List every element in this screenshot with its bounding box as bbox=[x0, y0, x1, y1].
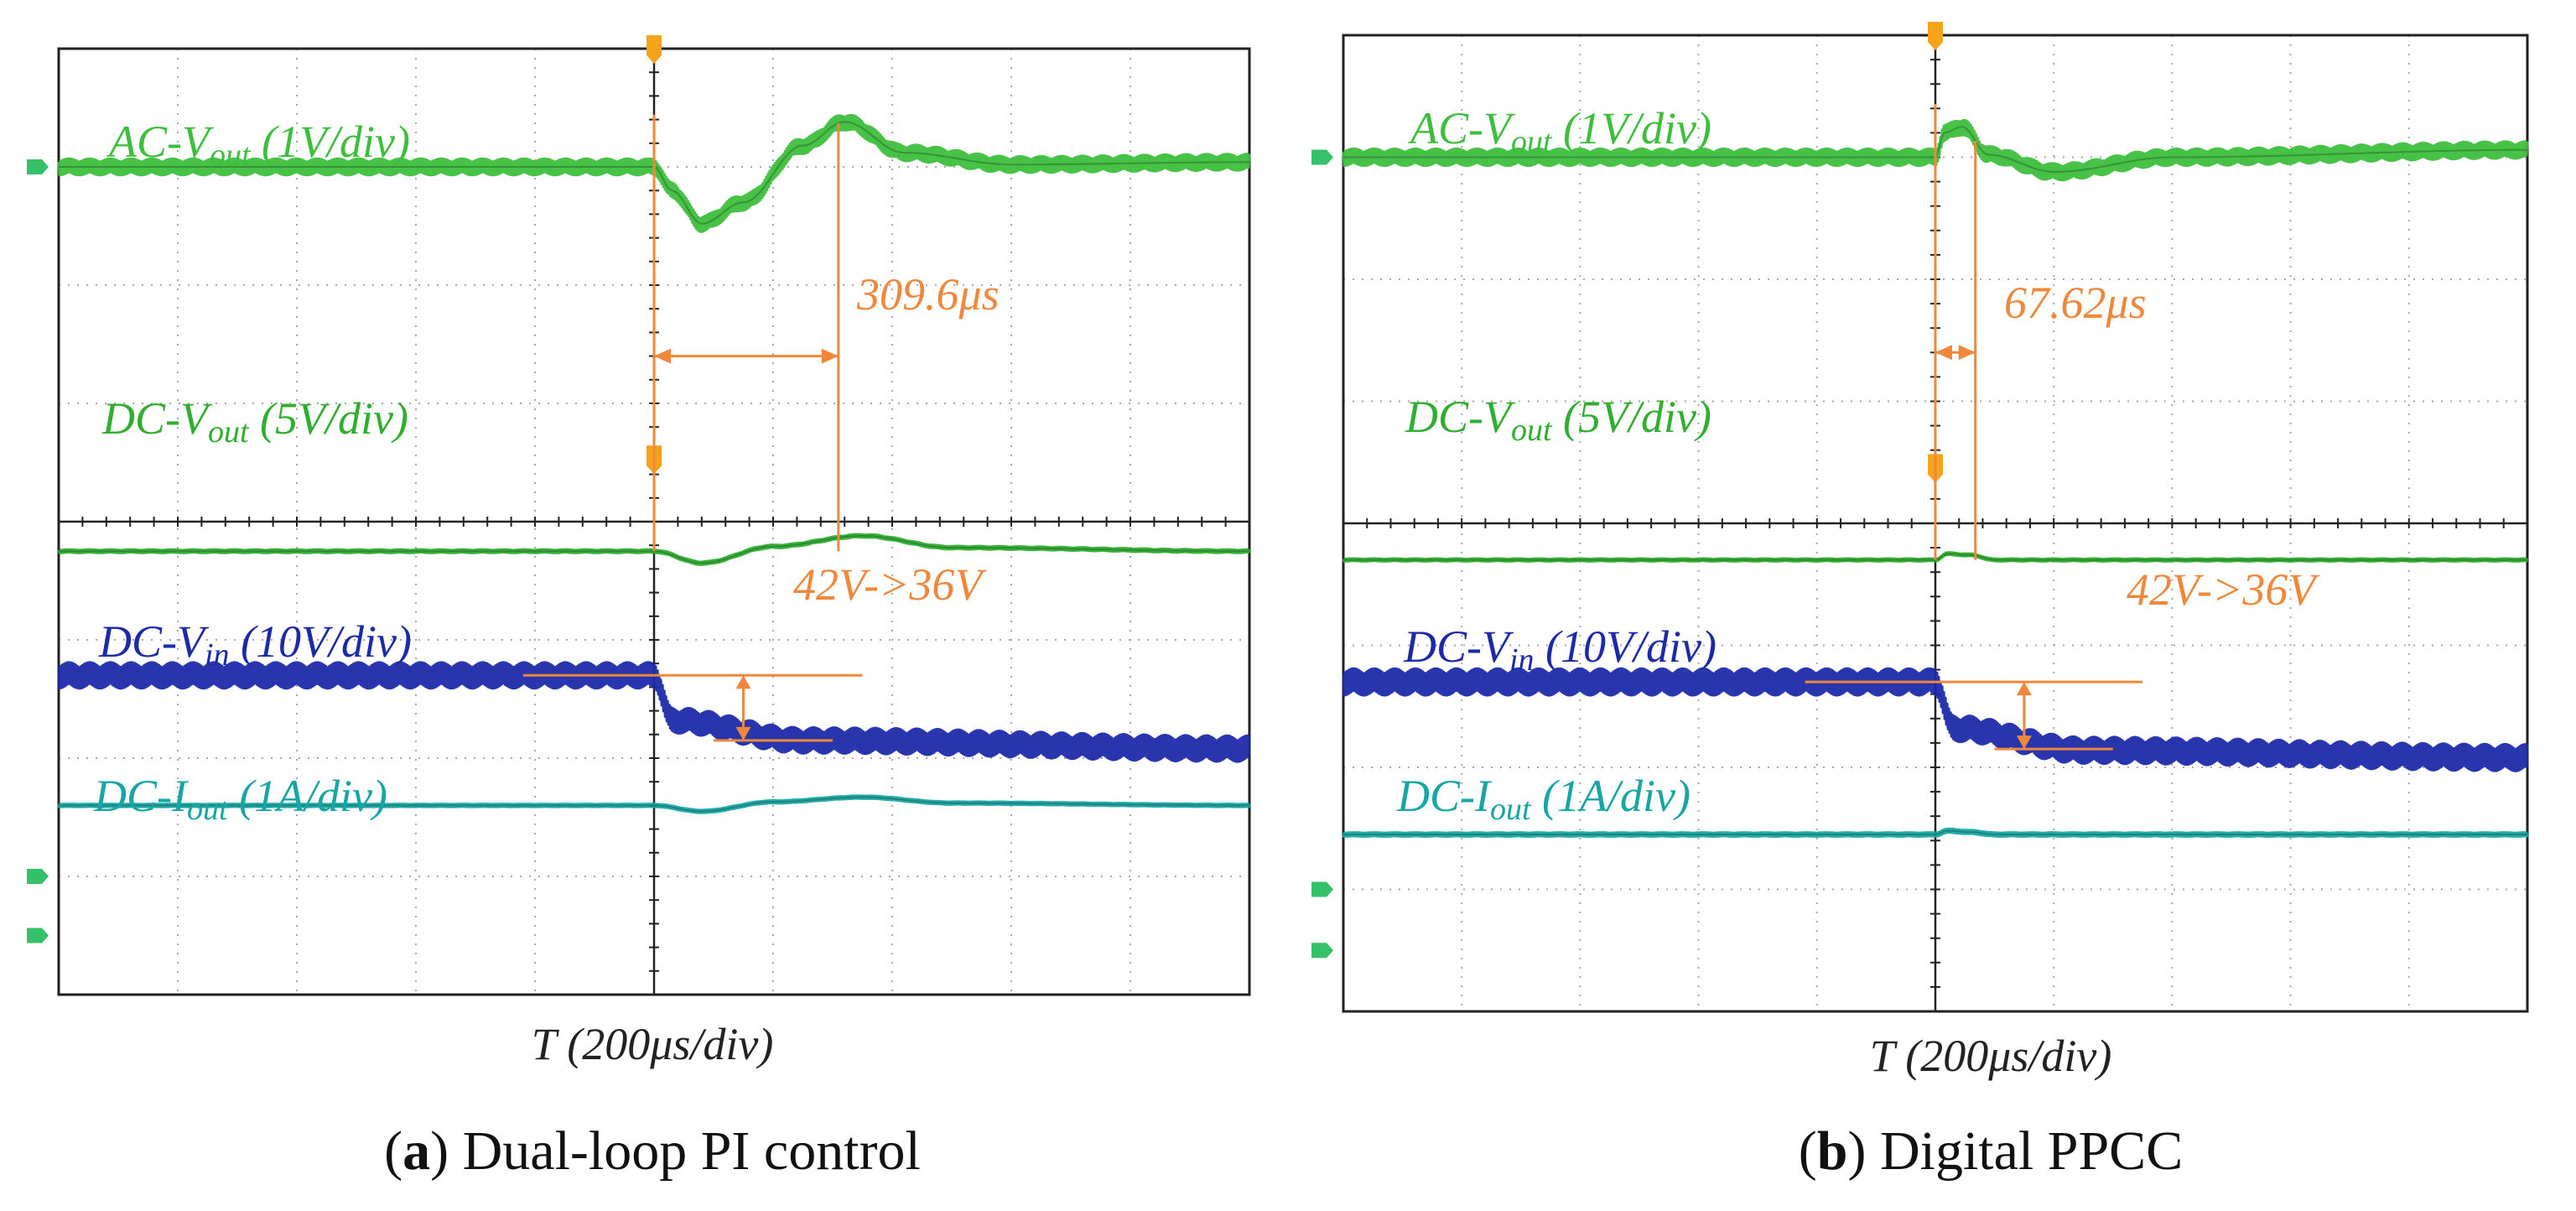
label-dc-vout: DC-Vout (5V/div) bbox=[1405, 392, 1711, 448]
panel-a: AC-Vout (1V/div) DC-Vout (5V/div) DC-Vin… bbox=[27, 35, 1251, 1182]
trigger-marker-icon bbox=[1928, 22, 1943, 50]
oscilloscope-plot-b bbox=[1311, 22, 2530, 1013]
label-dc-iout: DC-Iout (1A/div) bbox=[94, 771, 387, 827]
arrow-head-left bbox=[1935, 345, 1952, 361]
panel-b: AC-Vout (1V/div) DC-Vout (5V/div) DC-Vin… bbox=[1288, 0, 2576, 1211]
arrow-head-left bbox=[654, 348, 671, 364]
channel-marker-icon bbox=[27, 159, 49, 174]
label-ac-vout: AC-Vout (1V/div) bbox=[109, 117, 410, 173]
caption-b: (b) Digital PPCC bbox=[1798, 1120, 2184, 1182]
oscilloscope-plot-a bbox=[27, 35, 1251, 996]
label-dc-vin: DC-Vin (10V/div) bbox=[99, 616, 412, 673]
arrow-head-right bbox=[1958, 345, 1976, 361]
label-ac-vout: AC-Vout (1V/div) bbox=[1410, 103, 1711, 159]
arrow-head-up bbox=[735, 675, 751, 689]
trace-dc-vin bbox=[57, 661, 1251, 763]
trace-center-dc-vout bbox=[59, 534, 1250, 564]
channel-marker-icon bbox=[1311, 149, 1333, 165]
label-dc-vin: DC-Vin (10V/div) bbox=[1404, 621, 1716, 678]
arrow-head-right bbox=[821, 348, 839, 364]
x-axis-label: T (200μs/div) bbox=[1869, 1031, 2112, 1081]
channel-marker-icon bbox=[1311, 881, 1333, 897]
trace-dc-vin bbox=[1342, 667, 2529, 772]
arrow-head-down bbox=[735, 726, 751, 741]
arrow-head-up bbox=[2016, 682, 2032, 696]
channel-marker-icon bbox=[27, 928, 49, 943]
channel-marker-icon bbox=[1311, 943, 1333, 959]
measurement-step-label: 42V->36V bbox=[793, 559, 983, 610]
trace-dc-iout bbox=[57, 794, 1251, 814]
measurement-step-label: 42V->36V bbox=[2127, 564, 2316, 615]
trace-center-dc-iout bbox=[59, 796, 1249, 813]
measurement-time-label: 67.62μs bbox=[2004, 278, 2147, 328]
label-dc-vout: DC-Vout (5V/div) bbox=[102, 393, 408, 450]
arrow-head-down bbox=[2016, 735, 2032, 750]
caption-a: (a) Dual-loop PI control bbox=[384, 1120, 921, 1182]
label-dc-iout: DC-Iout (1A/div) bbox=[1397, 771, 1690, 827]
x-axis-label: T (200μs/div) bbox=[531, 1019, 774, 1069]
channel-marker-icon bbox=[27, 869, 49, 884]
trace-center-dc-iout bbox=[1343, 829, 2527, 835]
trigger-marker-icon bbox=[647, 35, 662, 64]
trace-dc-iout bbox=[1341, 827, 2530, 838]
measurement-time-label: 309.6μs bbox=[857, 269, 1000, 320]
